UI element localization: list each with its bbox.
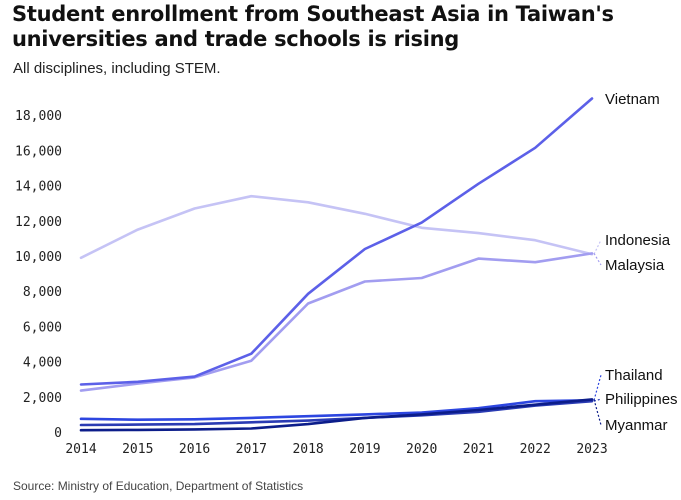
x-tick-label: 2014 [65, 442, 96, 457]
y-tick-label: 0 [54, 426, 62, 441]
y-tick-label: 4,000 [23, 356, 62, 371]
x-axis: 2014 2015 2016 2017 2018 2019 2020 2021 2022 2023 [65, 442, 607, 457]
series-label-myanmar: Myanmar [605, 417, 668, 434]
x-tick-label: 2015 [122, 442, 153, 457]
y-tick-label: 12,000 [15, 215, 62, 230]
x-tick-label: 2016 [179, 442, 210, 457]
series-label-philippines: Philippines [605, 391, 678, 408]
y-tick-label: 10,000 [15, 250, 62, 265]
series-line-thailand [79, 398, 594, 422]
y-tick-label: 16,000 [15, 144, 62, 159]
series-line-vietnam [79, 97, 594, 386]
line-chart: 0 2,000 4,000 6,000 8,000 10,000 12,000 14,000 1… [15, 91, 678, 457]
y-tick-label: 8,000 [23, 285, 62, 300]
y-axis: 0 2,000 4,000 6,000 8,000 10,000 12,000 14,000 1… [15, 109, 62, 441]
series-line-myanmar [79, 398, 594, 432]
series-label-indonesia: Indonesia [605, 232, 671, 249]
x-tick-label: 2023 [576, 442, 607, 457]
series-labels: Indonesia Malaysia Vietnam Thailand Philippi… [593, 91, 678, 434]
chart-title: Student enrollment from Southeast Asia i… [12, 2, 614, 51]
x-tick-label: 2022 [520, 442, 551, 457]
series-label-thailand: Thailand [605, 367, 663, 384]
x-tick-label: 2021 [463, 442, 494, 457]
chart-source: Source: Ministry of Education, Departmen… [13, 479, 304, 493]
series-line-indonesia [79, 194, 594, 260]
leader-line-myanmar [593, 399, 602, 426]
series-line-malaysia [79, 252, 594, 392]
y-tick-label: 14,000 [15, 180, 62, 195]
leader-line-thailand [593, 374, 602, 401]
y-tick-label: 2,000 [23, 391, 62, 406]
chart-subtitle: All disciplines, including STEM. [13, 60, 221, 77]
series-label-malaysia: Malaysia [605, 257, 665, 274]
leader-line-philippines [593, 398, 602, 402]
x-tick-label: 2017 [236, 442, 267, 457]
leader-line-indonesia [593, 239, 602, 255]
x-tick-label: 2018 [292, 442, 323, 457]
x-tick-label: 2019 [349, 442, 380, 457]
leader-line-malaysia [593, 253, 602, 266]
series-line-philippines [79, 399, 594, 427]
y-tick-label: 18,000 [15, 109, 62, 124]
x-tick-label: 2020 [406, 442, 437, 457]
series-lines [79, 97, 594, 432]
series-label-vietnam: Vietnam [605, 91, 660, 108]
y-tick-label: 6,000 [23, 320, 62, 335]
